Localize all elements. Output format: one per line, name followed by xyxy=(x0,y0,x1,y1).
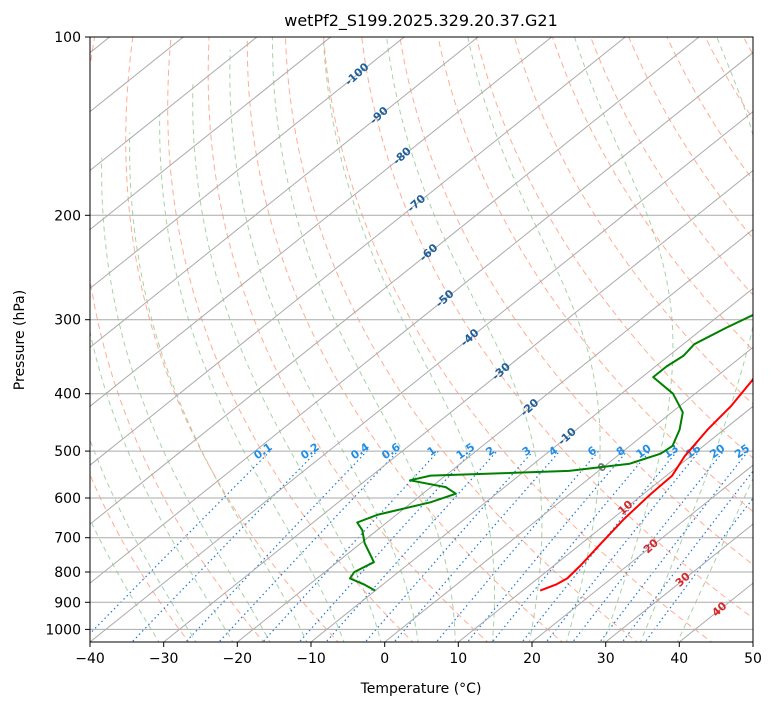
x-axis-label: Temperature (°C) xyxy=(360,681,482,697)
y-tick-label: 600 xyxy=(54,491,81,507)
y-tick-label: 1000 xyxy=(45,622,81,638)
y-tick-label: 900 xyxy=(54,595,81,611)
x-tick-label: 30 xyxy=(597,651,615,667)
y-axis-label: Pressure (hPa) xyxy=(12,290,28,390)
x-tick-label: −30 xyxy=(149,651,179,667)
x-tick-label: 50 xyxy=(744,651,762,667)
x-tick-label: 10 xyxy=(449,651,467,667)
x-tick-label: 0 xyxy=(380,651,389,667)
x-tick-label: −40 xyxy=(75,651,105,667)
y-tick-label: 700 xyxy=(54,531,81,547)
y-tick-label: 100 xyxy=(54,30,81,46)
y-tick-label: 200 xyxy=(54,208,81,224)
x-tick-label: 20 xyxy=(523,651,541,667)
y-tick-label: 400 xyxy=(54,387,81,403)
x-tick-label: −10 xyxy=(296,651,326,667)
y-tick-label: 300 xyxy=(54,313,81,329)
y-tick-label: 500 xyxy=(54,444,81,460)
x-tick-label: −20 xyxy=(223,651,253,667)
x-tick-label: 40 xyxy=(670,651,688,667)
y-tick-label: 800 xyxy=(54,565,81,581)
chart-title: wetPf2_S199.2025.329.20.37.G21 xyxy=(284,11,558,31)
